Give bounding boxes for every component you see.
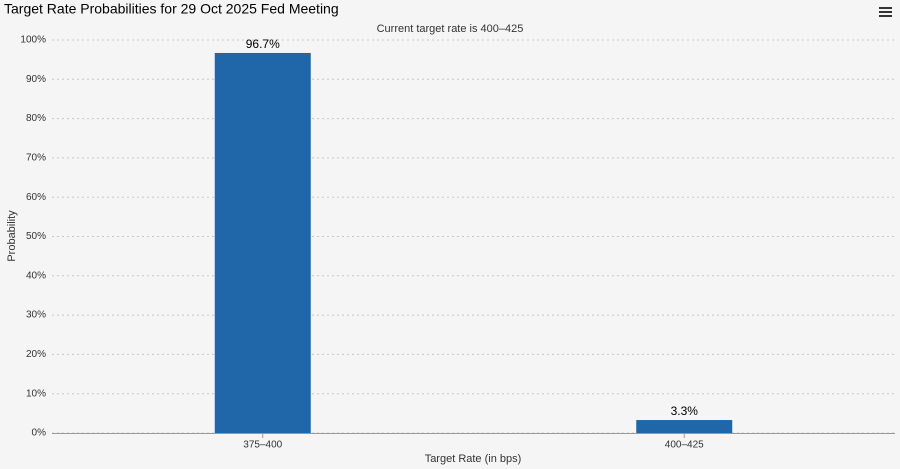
x-tick-label: 400–425 [665,440,704,451]
y-tick-label: 70% [26,153,46,164]
y-axis-label: Probability [6,210,18,262]
y-tick-label: 40% [26,270,46,281]
y-tick-label: 60% [26,192,46,203]
y-tick-label: 0% [32,428,47,439]
y-tick-label: 100% [20,35,46,46]
value-label: 3.3% [671,404,699,418]
menu-icon[interactable] [879,7,892,17]
y-tick-label: 80% [26,113,46,124]
y-tick-label: 10% [26,388,46,399]
y-tick-label: 30% [26,310,46,321]
y-tick-label: 50% [26,231,46,242]
chart-subtitle: Current target rate is 400–425 [377,23,524,35]
value-label: 96.7% [246,37,280,51]
x-axis-label: Target Rate (in bps) [425,453,522,465]
bar [214,52,311,434]
y-tick-label: 90% [26,74,46,85]
x-tick-label: 375–400 [243,440,282,451]
chart-title: Target Rate Probabilities for 29 Oct 202… [4,1,339,17]
y-tick-label: 20% [26,349,46,360]
bar [636,420,733,433]
